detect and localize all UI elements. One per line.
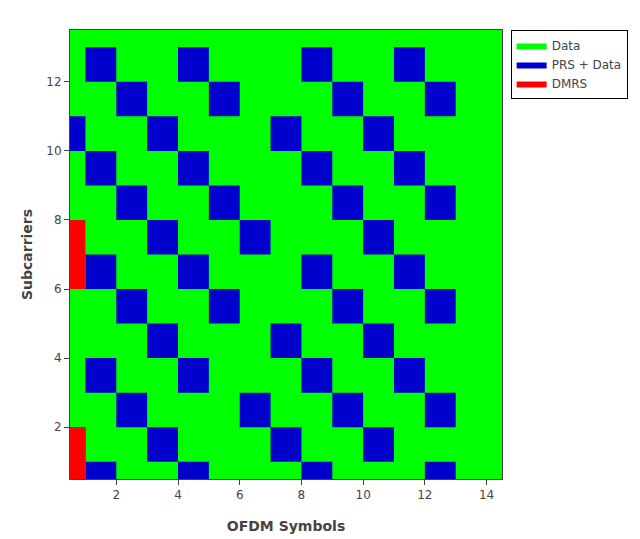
svg-text:14: 14 [479, 488, 494, 502]
svg-text:PRS + Data: PRS + Data [552, 58, 622, 72]
svg-text:4: 4 [174, 488, 182, 502]
svg-text:8: 8 [54, 213, 62, 227]
svg-text:10: 10 [355, 488, 370, 502]
svg-text:6: 6 [236, 488, 244, 502]
svg-text:DMRS: DMRS [552, 77, 588, 91]
svg-text:OFDM Symbols: OFDM Symbols [227, 518, 345, 534]
svg-text:12: 12 [46, 75, 61, 89]
svg-text:Subcarriers: Subcarriers [19, 209, 35, 300]
svg-text:10: 10 [46, 144, 61, 158]
svg-text:4: 4 [54, 351, 62, 365]
svg-text:12: 12 [417, 488, 432, 502]
svg-text:6: 6 [54, 282, 62, 296]
svg-text:2: 2 [112, 488, 120, 502]
svg-text:Data: Data [552, 39, 581, 53]
svg-text:8: 8 [298, 488, 306, 502]
svg-text:2: 2 [54, 420, 62, 434]
